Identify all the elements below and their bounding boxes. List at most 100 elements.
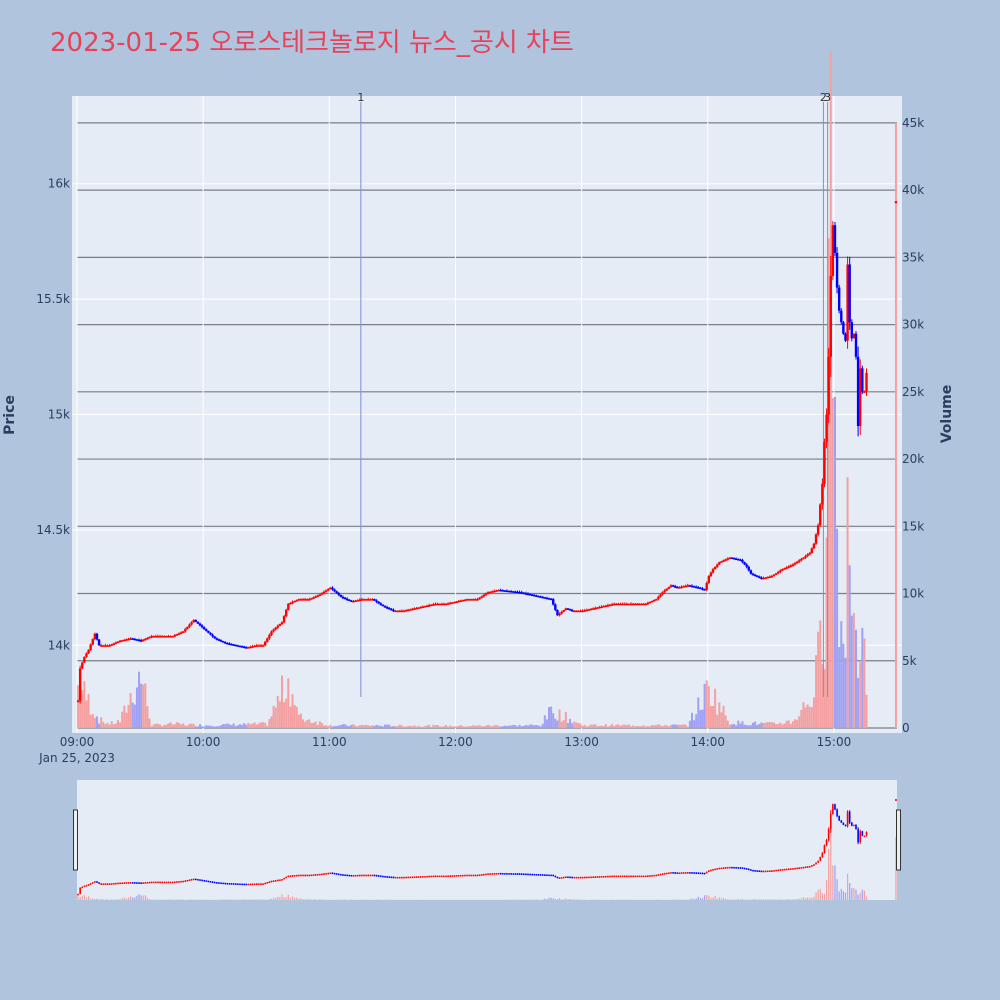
candle-body[interactable] (78, 668, 82, 701)
candle-body[interactable] (650, 600, 654, 603)
candle-body[interactable] (619, 603, 622, 606)
candle-body[interactable] (676, 586, 679, 589)
candle-body[interactable] (629, 603, 633, 606)
candle-body[interactable] (400, 610, 404, 613)
candle-body[interactable] (802, 557, 805, 560)
candle-body[interactable] (842, 322, 845, 334)
candle-body[interactable] (200, 625, 204, 628)
candle-body[interactable] (522, 592, 525, 595)
candle-body[interactable] (417, 607, 420, 609)
candle-body[interactable] (299, 599, 303, 601)
candle-body[interactable] (318, 594, 322, 597)
candle-body[interactable] (560, 611, 563, 614)
candle-body[interactable] (341, 596, 345, 599)
candle-body[interactable] (680, 586, 683, 589)
candle-body[interactable] (293, 600, 296, 603)
candle-body[interactable] (577, 610, 580, 613)
candle-body[interactable] (507, 590, 511, 593)
candle-body[interactable] (795, 561, 799, 564)
candle-body[interactable] (697, 587, 700, 589)
candle-body[interactable] (379, 603, 383, 605)
candle-body[interactable] (278, 624, 282, 626)
candle-body[interactable] (793, 563, 797, 565)
candle-body[interactable] (85, 653, 88, 657)
candle-body[interactable] (295, 600, 298, 602)
candle-body[interactable] (324, 590, 328, 592)
candle-body[interactable] (463, 599, 467, 602)
candle-body[interactable] (594, 607, 597, 610)
candle-body[interactable] (488, 591, 492, 594)
candle-body[interactable] (440, 603, 443, 606)
candle-body[interactable] (819, 504, 822, 526)
candle-body[interactable] (575, 610, 578, 613)
candle-body[interactable] (501, 590, 504, 592)
candle-body[interactable] (713, 566, 717, 570)
candle-body[interactable] (373, 599, 376, 601)
candle-body[interactable] (634, 603, 637, 606)
candle-body[interactable] (484, 593, 488, 596)
candle-body[interactable] (537, 595, 540, 598)
candle-body[interactable] (461, 600, 465, 602)
candle-body[interactable] (146, 637, 149, 640)
candle-body[interactable] (493, 590, 496, 593)
candle-body[interactable] (709, 572, 713, 577)
candle-body[interactable] (459, 600, 462, 603)
candle-body[interactable] (192, 619, 195, 623)
candle-body[interactable] (345, 598, 349, 601)
candle-body[interactable] (707, 576, 711, 583)
candle-body[interactable] (703, 589, 706, 591)
candle-body[interactable] (310, 598, 313, 600)
candle-body[interactable] (631, 603, 635, 606)
candle-body[interactable] (528, 594, 532, 596)
candle-body[interactable] (617, 603, 620, 606)
candle-body[interactable] (505, 590, 509, 593)
candle-body[interactable] (404, 610, 408, 612)
candle-body[interactable] (833, 225, 837, 253)
candle-body[interactable] (385, 606, 389, 609)
candle-body[interactable] (692, 586, 696, 588)
candle-body[interactable] (589, 608, 593, 611)
candle-body[interactable] (291, 601, 294, 604)
candle-body[interactable] (421, 606, 425, 609)
candle-body[interactable] (432, 604, 435, 606)
candle-body[interactable] (480, 596, 483, 598)
candle-body[interactable] (175, 634, 179, 636)
candle-body[interactable] (497, 589, 500, 592)
close-candle[interactable] (894, 201, 898, 204)
candle-body[interactable] (690, 585, 694, 588)
candle-body[interactable] (110, 644, 113, 646)
candle-body[interactable] (491, 591, 494, 593)
candle-body[interactable] (205, 629, 208, 631)
candle-body[interactable] (831, 225, 835, 277)
candle-body[interactable] (451, 602, 454, 604)
candle-body[interactable] (362, 599, 366, 601)
candle-body[interactable] (89, 644, 92, 650)
candle-body[interactable] (787, 566, 790, 568)
candle-body[interactable] (604, 605, 607, 608)
candle-body[interactable] (348, 599, 351, 602)
candle-body[interactable] (350, 600, 353, 603)
candle-body[interactable] (158, 636, 162, 638)
candle-body[interactable] (495, 590, 498, 592)
candle-body[interactable] (392, 609, 395, 612)
candle-body[interactable] (509, 591, 513, 593)
candle-body[interactable] (663, 590, 666, 593)
candle-body[interactable] (608, 604, 612, 607)
candle-body[interactable] (367, 599, 370, 601)
candle-body[interactable] (215, 638, 219, 640)
candle-body[interactable] (556, 609, 559, 616)
candle-body[interactable] (108, 645, 111, 647)
candle-body[interactable] (224, 642, 227, 644)
candle-body[interactable] (591, 608, 595, 610)
candle-body[interactable] (705, 582, 708, 590)
candle-body[interactable] (726, 558, 729, 561)
candle-body[interactable] (106, 645, 109, 647)
candle-body[interactable] (804, 556, 807, 558)
candle-body[interactable] (354, 600, 357, 603)
candle-body[interactable] (856, 356, 860, 427)
candle-body[interactable] (181, 631, 185, 633)
candle-body[interactable] (728, 557, 732, 560)
candle-body[interactable] (97, 639, 101, 646)
candle-body[interactable] (402, 610, 406, 613)
candle-body[interactable] (337, 593, 340, 595)
